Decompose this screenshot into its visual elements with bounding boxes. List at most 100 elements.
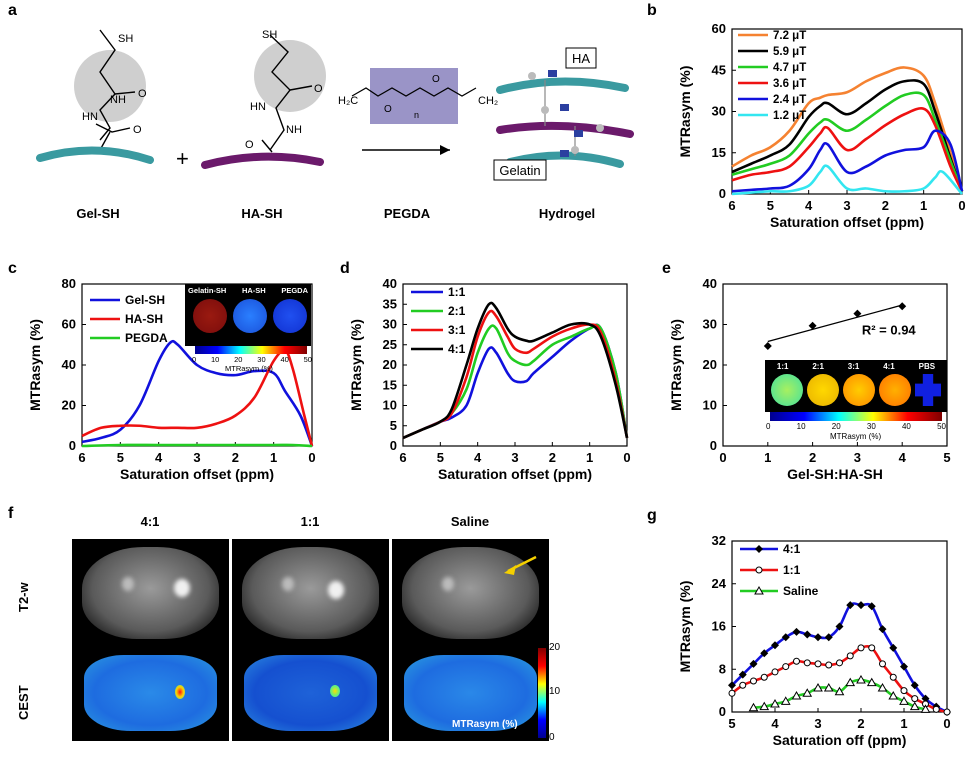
data-point (803, 630, 812, 639)
x-tick-label: 0 (623, 450, 630, 465)
data-point (932, 705, 940, 713)
panel-letter-f: f (8, 505, 14, 522)
x-tick-label: 5 (728, 716, 735, 731)
inset-label-pegda: PEGDA (281, 286, 308, 295)
cbar-f-tick-10: 10 (549, 686, 561, 697)
data-point (911, 695, 919, 703)
legend-label: 5.9 μT (773, 46, 806, 58)
y-tick-label: 80 (62, 276, 76, 291)
data-point (889, 673, 897, 681)
data-point (943, 708, 951, 716)
data-point (825, 661, 833, 669)
y-axis-label: MTRasym (%) (677, 66, 693, 158)
x-tick-label: 0 (719, 450, 726, 465)
data-point (877, 682, 888, 692)
data-point (898, 302, 907, 311)
t2w-image-4-1 (72, 539, 229, 645)
series-line-5-9-T (731, 79, 964, 192)
data-point (739, 681, 747, 689)
data-point (857, 644, 865, 652)
data-point (866, 677, 877, 687)
x-tick-label: 2 (549, 450, 556, 465)
series-line-1-2-T (731, 164, 963, 196)
x-tick-label: 1 (586, 450, 593, 465)
y-axis-label: MTRasym (%) (348, 319, 364, 411)
y-tick-label: 40 (62, 357, 76, 372)
pegda-ch2-right: CH₂ (478, 95, 498, 107)
data-point (791, 690, 802, 700)
inset-c-colorbar (195, 346, 307, 354)
cbar-c-label: MTRasym (%) (225, 364, 273, 373)
pegda-box (370, 68, 458, 124)
y-tick-label: 40 (703, 276, 717, 291)
series-line-3-6-T (731, 107, 964, 192)
data-point (802, 688, 813, 697)
x-tick-label: 6 (728, 198, 735, 213)
y-tick-label: 0 (719, 186, 726, 201)
cbar-e-tick: 50 (937, 422, 946, 431)
legend-label: 3:1 (448, 323, 466, 337)
y-tick-label: 25 (383, 337, 397, 352)
data-point (738, 670, 747, 679)
cbar-e-label: MTRasym (%) (830, 432, 882, 441)
x-axis-label: Saturation offset (ppm) (770, 214, 924, 230)
r-squared-annotation: R² = 0.94 (862, 323, 917, 338)
panel-letter-c: c (8, 260, 17, 277)
x-tick-label: 5 (767, 198, 774, 213)
legend-label: 4:1 (448, 342, 466, 356)
y-tick-label: 16 (712, 619, 726, 634)
cbar-f-tick-20: 20 (549, 642, 561, 653)
cbar-e-tick: 40 (901, 422, 911, 431)
y-tick-label: 35 (383, 296, 397, 311)
legend-label: 1:1 (448, 285, 466, 299)
series-line-4-1 (402, 301, 629, 440)
t2w-image-saline (392, 539, 549, 645)
y-tick-label: 30 (383, 317, 397, 332)
legend-marker (755, 566, 763, 574)
data-point (910, 681, 919, 690)
fit-line (767, 304, 903, 343)
data-point (867, 602, 876, 611)
legend-marker (755, 545, 763, 553)
x-tick-label: 3 (193, 450, 200, 465)
data-point (889, 643, 898, 652)
thiol-label-1: SH (118, 33, 133, 45)
data-point (857, 601, 865, 610)
hydrogel-schematic: SH O NH HN O Gel-SH + SH O HN NH O HA-SH… (36, 29, 634, 221)
col-header-saline: Saline (450, 514, 490, 529)
data-point (834, 686, 845, 696)
pegda-ch2-left: H₂C (338, 95, 358, 107)
data-point (780, 696, 791, 705)
x-tick-label: 2 (882, 198, 889, 213)
data-point (793, 657, 800, 665)
data-point (759, 701, 770, 711)
data-point (748, 702, 759, 712)
gel-inset-image: Gelatin-SH HA-SH PEGDA (185, 284, 311, 346)
y-tick-label: 40 (383, 276, 397, 291)
legend-label: 4:1 (783, 542, 801, 556)
x-tick-label: 4 (155, 450, 163, 465)
oxygen-label-4: O (245, 139, 254, 151)
cbar-e-tick: 10 (796, 422, 806, 431)
x-tick-label: 6 (78, 450, 85, 465)
y-tick-label: 20 (383, 357, 397, 372)
y-tick-label: 32 (712, 533, 726, 548)
x-tick-label: 3 (511, 450, 518, 465)
inset-e-label: PBS (918, 362, 936, 371)
inset-label-gelatin: Gelatin-SH (188, 286, 227, 295)
series-line-1-1 (402, 323, 629, 440)
data-point (835, 622, 844, 631)
inset-e-colorbar (770, 412, 942, 421)
legend-label: PEGDA (125, 331, 168, 345)
oxygen-label-3: O (314, 83, 323, 95)
data-point (814, 633, 822, 642)
data-point (900, 662, 908, 671)
cbar-c-tick: 0 (192, 355, 197, 364)
y-tick-label: 60 (62, 317, 76, 332)
x-tick-label: 4 (474, 450, 482, 465)
data-point (771, 641, 779, 650)
oxygen-label-2: O (133, 124, 142, 136)
label-gel-sh: Gel-SH (76, 206, 119, 221)
data-point (782, 663, 790, 671)
data-point (868, 644, 876, 652)
